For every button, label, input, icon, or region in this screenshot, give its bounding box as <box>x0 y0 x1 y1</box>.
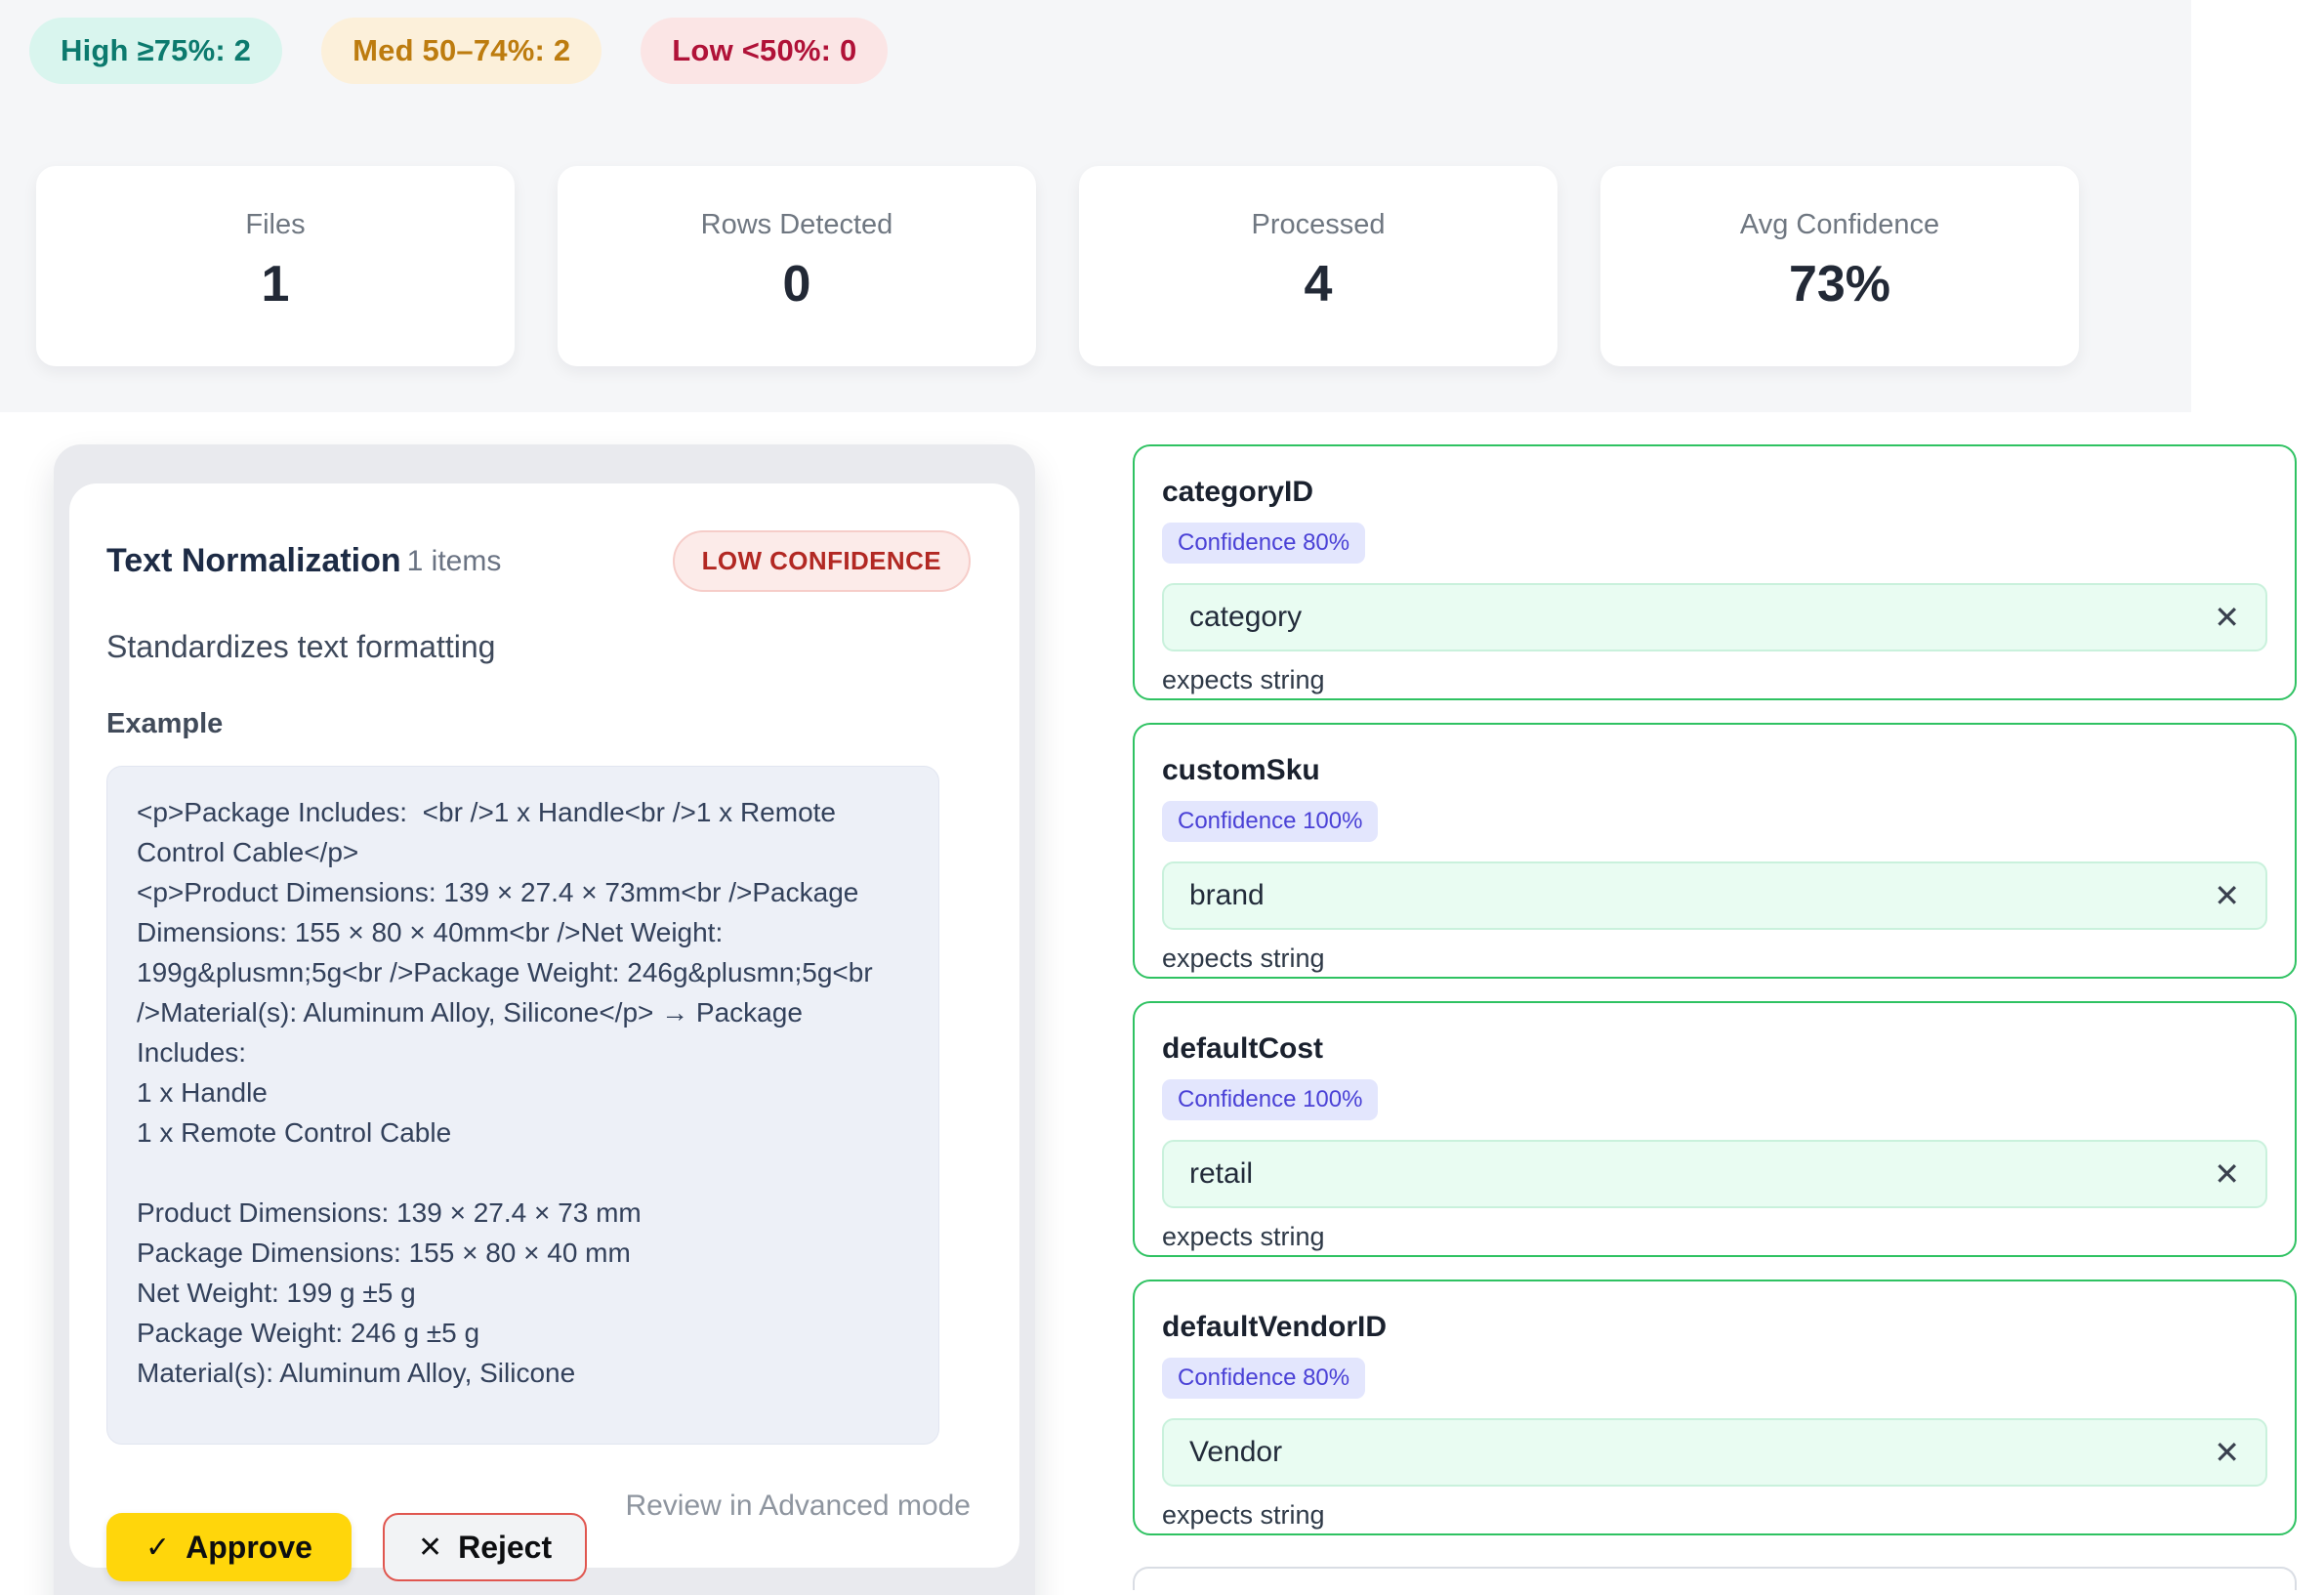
check-icon: ✓ <box>145 1531 170 1565</box>
stat-label: Rows Detected <box>558 209 1036 241</box>
confidence-summary-badge: High ≥75%: 2 <box>29 18 282 84</box>
mapped-value: brand <box>1189 879 1265 912</box>
mapped-value-input[interactable]: category ✕ <box>1162 583 2267 651</box>
summary-section: High ≥75%: 2 Med 50–74%: 2 Low <50%: 0 Fil… <box>0 0 2191 412</box>
low-confidence-badge: LOW CONFIDENCE <box>673 530 971 592</box>
field-name: customSku <box>1162 754 2267 787</box>
field-mapping-card: defaultCost Confidence 100% retail ✕ exp… <box>1133 1001 2297 1257</box>
field-name: categoryID <box>1162 476 2267 509</box>
field-mapping-card: categoryID Confidence 80% category ✕ exp… <box>1133 444 2297 700</box>
review-panel: Text Normalization 1 items LOW CONFIDENC… <box>54 444 1035 1595</box>
review-items-count: 1 items <box>407 545 502 578</box>
mapped-value: Vendor <box>1189 1436 1282 1469</box>
review-description: Standardizes text formatting <box>106 629 971 665</box>
confidence-badge: Confidence 100% <box>1162 1079 1378 1120</box>
mapped-value-input[interactable]: brand ✕ <box>1162 861 2267 930</box>
field-mapping-card-partial <box>1133 1567 2297 1590</box>
stat-value: 73% <box>1600 255 2079 314</box>
approve-label: Approve <box>186 1530 312 1566</box>
mapped-value: retail <box>1189 1157 1253 1191</box>
reject-label: Reject <box>458 1530 552 1566</box>
expects-type-label: expects string <box>1162 665 2267 695</box>
review-card: Text Normalization 1 items LOW CONFIDENC… <box>69 483 1019 1568</box>
field-name: defaultCost <box>1162 1032 2267 1066</box>
stat-label: Processed <box>1079 209 1557 241</box>
stat-card: Avg Confidence 73% <box>1600 166 2079 366</box>
clear-mapping-icon[interactable]: ✕ <box>2214 602 2240 633</box>
example-text-block: <p>Package Includes: <br />1 x Handle<br… <box>106 766 939 1445</box>
confidence-badge: Confidence 100% <box>1162 801 1378 842</box>
page: High ≥75%: 2 Med 50–74%: 2 Low <50%: 0 Fil… <box>0 0 2324 1595</box>
stat-card: Files 1 <box>36 166 515 366</box>
clear-mapping-icon[interactable]: ✕ <box>2214 880 2240 911</box>
stat-card: Rows Detected 0 <box>558 166 1036 366</box>
expects-type-label: expects string <box>1162 1222 2267 1252</box>
expects-type-label: expects string <box>1162 944 2267 974</box>
stat-value: 0 <box>558 255 1036 314</box>
clear-mapping-icon[interactable]: ✕ <box>2214 1437 2240 1468</box>
field-name: defaultVendorID <box>1162 1311 2267 1344</box>
confidence-summary-badge: Med 50–74%: 2 <box>321 18 602 84</box>
mapped-value-input[interactable]: retail ✕ <box>1162 1140 2267 1208</box>
review-advanced-mode-link[interactable]: Review in Advanced mode <box>625 1490 971 1523</box>
stat-value: 1 <box>36 255 515 314</box>
mapped-value: category <box>1189 601 1302 634</box>
action-buttons: ✓ Approve ✕ Reject <box>106 1513 587 1581</box>
confidence-summary-badge: Low <50%: 0 <box>641 18 888 84</box>
stat-value: 4 <box>1079 255 1557 314</box>
field-mapping-card: defaultVendorID Confidence 80% Vendor ✕ … <box>1133 1280 2297 1535</box>
review-actions: ✓ Approve ✕ Reject Review in Advanced mo… <box>106 1490 971 1595</box>
confidence-badge: Confidence 80% <box>1162 523 1365 564</box>
confidence-summary-badges: High ≥75%: 2 Med 50–74%: 2 Low <50%: 0 <box>29 18 888 84</box>
mapped-value-input[interactable]: Vendor ✕ <box>1162 1418 2267 1487</box>
reject-button[interactable]: ✕ Reject <box>383 1513 587 1581</box>
field-mapping-list: categoryID Confidence 80% category ✕ exp… <box>1133 444 2297 1590</box>
stat-card: Processed 4 <box>1079 166 1557 366</box>
stats-row: Files 1 Rows Detected 0 Processed 4 Avg … <box>36 166 2079 366</box>
stat-label: Avg Confidence <box>1600 209 2079 241</box>
example-label: Example <box>106 708 971 740</box>
x-icon: ✕ <box>418 1531 442 1565</box>
stat-label: Files <box>36 209 515 241</box>
expects-type-label: expects string <box>1162 1500 2267 1531</box>
clear-mapping-icon[interactable]: ✕ <box>2214 1158 2240 1190</box>
confidence-badge: Confidence 80% <box>1162 1358 1365 1399</box>
review-card-header: Text Normalization 1 items LOW CONFIDENC… <box>106 530 971 592</box>
field-mapping-card: customSku Confidence 100% brand ✕ expect… <box>1133 723 2297 979</box>
review-title: Text Normalization <box>106 542 401 580</box>
approve-button[interactable]: ✓ Approve <box>106 1513 352 1581</box>
